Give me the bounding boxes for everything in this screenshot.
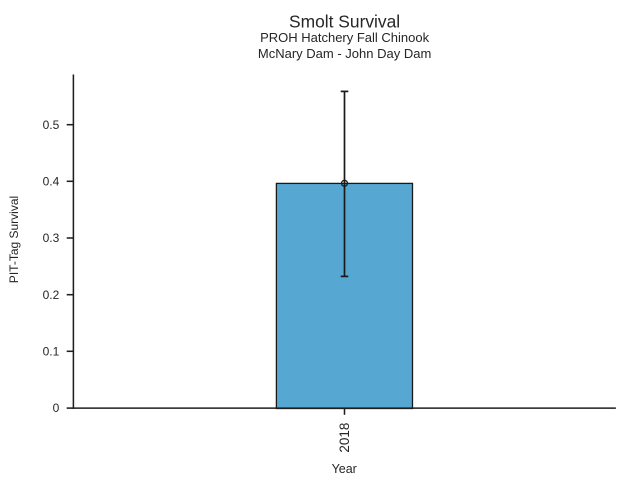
svg-text:0.5: 0.5 (43, 118, 60, 132)
svg-text:PROH Hatchery Fall Chinook: PROH Hatchery Fall Chinook (260, 30, 430, 45)
svg-text:0.3: 0.3 (43, 231, 60, 245)
svg-text:0.1: 0.1 (43, 344, 60, 358)
svg-text:Smolt Survival: Smolt Survival (289, 12, 400, 32)
svg-text:McNary Dam - John Day Dam: McNary Dam - John Day Dam (258, 46, 431, 61)
svg-text:PIT-Tag Survival: PIT-Tag Survival (7, 196, 21, 283)
svg-text:0: 0 (53, 401, 60, 415)
svg-text:2018: 2018 (337, 423, 352, 453)
svg-text:0.4: 0.4 (43, 174, 60, 188)
svg-text:Year: Year (332, 462, 357, 476)
svg-text:0.2: 0.2 (43, 288, 60, 302)
